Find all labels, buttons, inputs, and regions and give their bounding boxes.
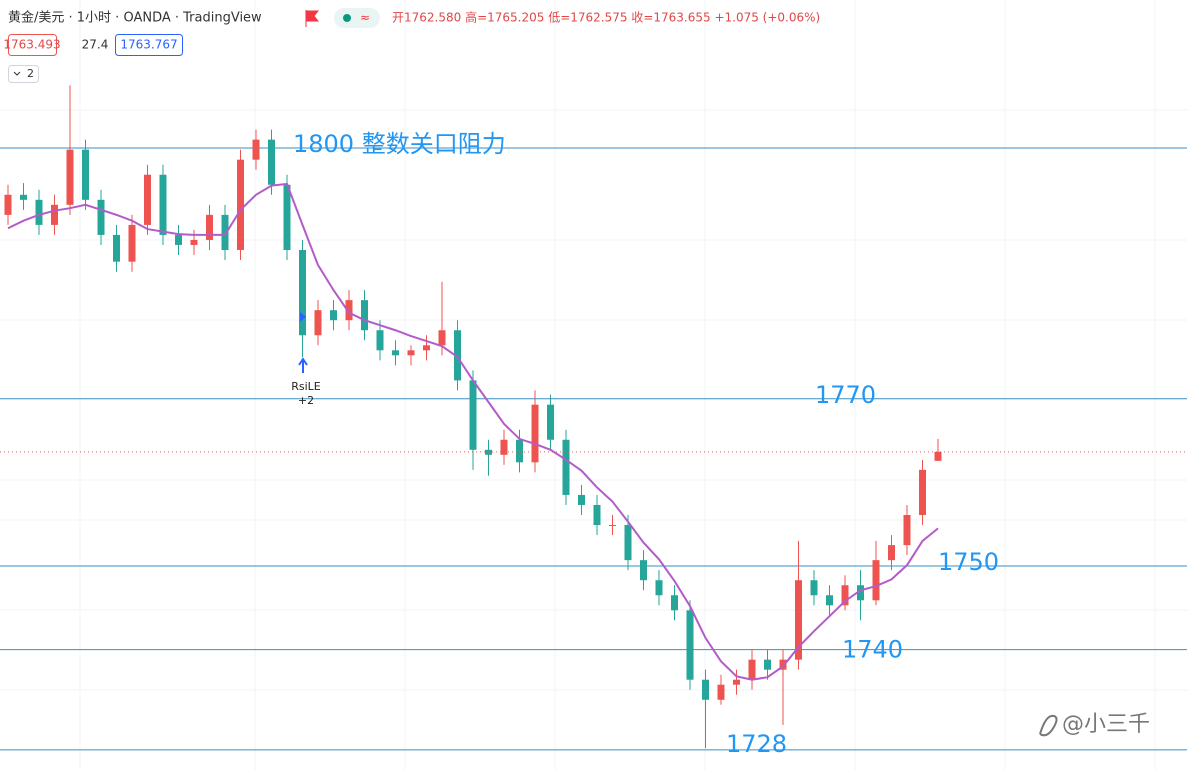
candle-body	[144, 174, 151, 225]
candle-body	[857, 585, 864, 601]
candle-body	[392, 350, 399, 356]
signal-name: RsiLE	[291, 380, 321, 393]
candle-body	[82, 149, 89, 200]
candle-body	[655, 580, 663, 596]
candle-body	[237, 159, 244, 250]
bid-price: 1763.493	[3, 38, 60, 52]
spread: 27.4	[82, 38, 109, 52]
candle-body	[903, 515, 911, 546]
candle-body	[888, 545, 895, 561]
candle-body	[159, 174, 167, 235]
candle-body	[190, 239, 198, 245]
signal-arrow	[298, 357, 308, 373]
candle-body	[779, 659, 787, 670]
watermark-icon	[1039, 714, 1058, 737]
moving-average	[7, 182, 939, 681]
candle-body	[469, 380, 477, 450]
candle-body	[66, 149, 74, 205]
candle-body	[671, 595, 678, 611]
level-label: 1770	[815, 381, 876, 409]
level-label: 1728	[726, 730, 787, 758]
candle-body	[934, 451, 942, 461]
level-label: 1750	[938, 548, 999, 576]
plot: 1800 整数关口阻力 1770 1750 1740 1728 RsiLE+2	[0, 85, 1187, 758]
candle-body	[841, 585, 849, 606]
candle-body	[562, 439, 570, 495]
candle-body	[624, 525, 632, 561]
candle-body	[361, 300, 368, 331]
bid-box[interactable]	[8, 34, 57, 56]
candle-body	[531, 404, 539, 463]
signal-marker	[300, 312, 306, 322]
candle-body	[97, 199, 105, 235]
candle-body	[314, 310, 322, 336]
candle-body	[283, 184, 291, 250]
watermark: @小三千	[1062, 712, 1150, 737]
candle-body	[748, 659, 756, 680]
level-label: 1740	[842, 636, 903, 664]
collapse-count: 2	[27, 67, 34, 80]
candle-body	[593, 504, 601, 526]
candle-body	[578, 494, 585, 505]
candle-body	[438, 330, 446, 346]
candle-body	[51, 204, 58, 225]
symbol-title: 黄金/美元 · 1小时 · OANDA · TradingView	[8, 10, 262, 26]
status-dot	[343, 14, 351, 22]
status-pill	[334, 8, 380, 28]
candle-body	[702, 679, 709, 700]
candle-body	[4, 194, 12, 215]
candle-body	[717, 684, 725, 700]
signal-count: +2	[298, 394, 314, 407]
candle-body	[500, 439, 508, 455]
candle-body	[206, 214, 213, 240]
candle-body	[20, 194, 27, 200]
candle-body	[252, 139, 260, 160]
candle-body	[423, 345, 430, 351]
candle-body	[128, 224, 136, 262]
ask-price: 1763.767	[120, 38, 177, 52]
candle-body	[547, 404, 554, 440]
candle-body	[376, 330, 384, 351]
ask-box[interactable]	[115, 34, 183, 56]
candle-body	[221, 214, 229, 250]
candle-body	[795, 580, 802, 660]
candle-body	[686, 610, 694, 680]
candle-body	[330, 310, 337, 321]
candle-body	[919, 469, 926, 516]
candle-body	[454, 330, 461, 381]
candle-body	[609, 525, 616, 527]
ohlc-legend: 开1762.580 高=1765.205 低=1762.575 收=1763.6…	[392, 10, 820, 25]
status-icon: ≈	[360, 11, 370, 25]
candle-body	[810, 580, 818, 596]
candle-body	[733, 679, 740, 685]
candle-body	[35, 199, 43, 225]
candle-body	[407, 350, 415, 356]
candle-body	[872, 560, 880, 601]
candle-body	[299, 249, 306, 336]
candle-body	[113, 234, 120, 262]
candle-body	[640, 560, 647, 581]
candle-body	[764, 659, 771, 670]
level-label: 1800 整数关口阻力	[293, 130, 506, 158]
candle-body	[345, 300, 353, 321]
chevron-icon	[13, 71, 21, 76]
collapse-button[interactable]	[8, 65, 39, 83]
flag-icon	[305, 10, 320, 27]
candle-body	[516, 439, 523, 463]
candle-body	[175, 234, 182, 245]
candle-body	[268, 139, 275, 185]
candle-body	[826, 595, 833, 606]
